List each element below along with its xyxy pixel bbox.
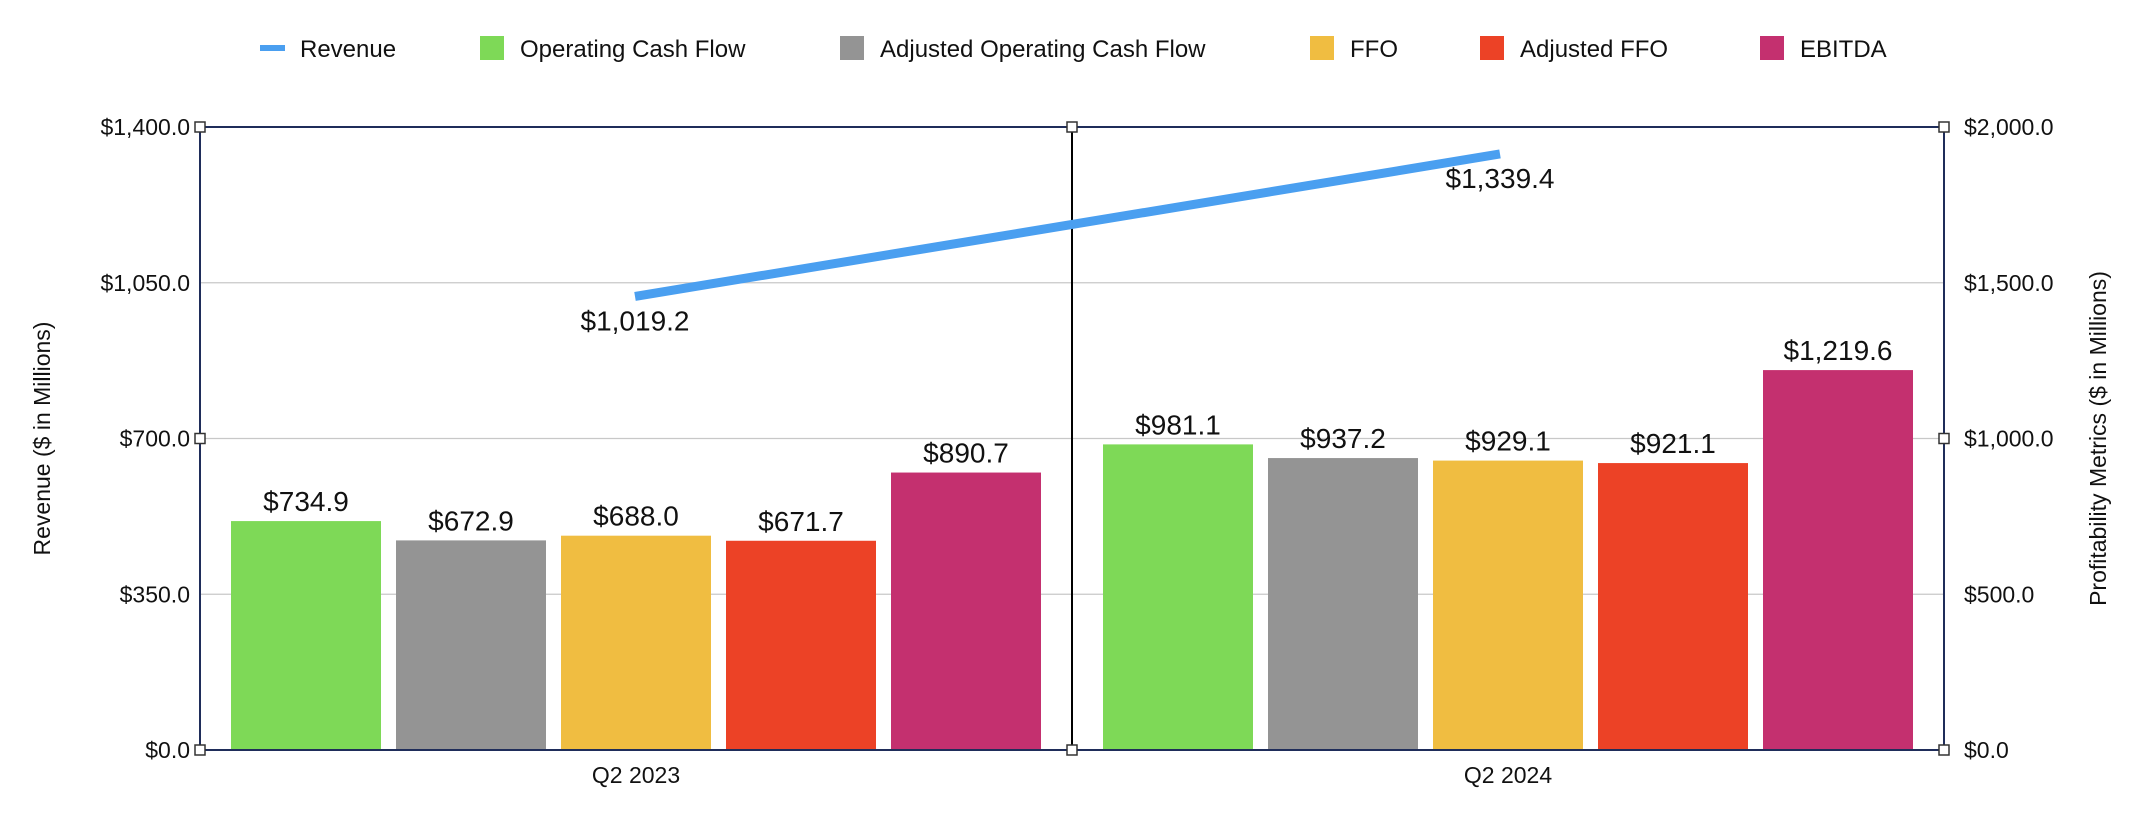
legend-label: EBITDA	[1800, 36, 1887, 63]
selection-handle	[1938, 432, 1950, 445]
bar	[1433, 460, 1583, 750]
bar	[1598, 463, 1748, 750]
revenue-data-label: $1,019.2	[581, 305, 690, 336]
bar-data-label: $688.0	[593, 501, 679, 532]
legend-swatch	[480, 36, 504, 60]
left-axis-tick-label: $1,050.0	[100, 270, 190, 296]
revenue-line	[634, 149, 1501, 301]
legend-swatch	[1480, 36, 1504, 60]
right-axis-tick-label: $2,000.0	[1964, 114, 2054, 140]
bar-data-label: $671.7	[758, 506, 844, 537]
legend-label: Adjusted FFO	[1520, 36, 1668, 63]
category-label: Q2 2023	[592, 762, 680, 788]
legend-swatch	[1760, 36, 1784, 60]
bar-data-label: $929.1	[1465, 426, 1551, 457]
bar-data-label: $890.7	[923, 438, 1009, 469]
right-axis-tick-label: $500.0	[1964, 581, 2034, 607]
selection-handle	[194, 744, 206, 756]
bar-data-label: $1,219.6	[1784, 335, 1893, 366]
selection-handle	[194, 432, 206, 445]
bar	[726, 540, 876, 750]
bar	[1103, 444, 1253, 750]
bar	[396, 540, 546, 750]
category-label: Q2 2024	[1464, 762, 1552, 788]
legend-label: Operating Cash Flow	[520, 36, 746, 63]
bar-data-label: $981.1	[1135, 409, 1221, 440]
left-axis-tick-label: $1,400.0	[100, 114, 190, 140]
selection-handle	[1066, 121, 1078, 133]
bar	[231, 521, 381, 750]
bar-data-label: $734.9	[263, 486, 349, 517]
legend-swatch	[840, 36, 864, 60]
right-axis-tick-label: $1,500.0	[1964, 270, 2054, 296]
left-axis-title: Revenue ($ in Millions)	[29, 322, 55, 556]
selection-handle	[1938, 121, 1950, 133]
bar-data-label: $937.2	[1300, 423, 1386, 454]
bar-data-label: $672.9	[428, 505, 514, 536]
bar	[1268, 458, 1418, 750]
legend-label: Adjusted Operating Cash Flow	[880, 36, 1206, 63]
revenue-data-label: $1,339.4	[1446, 163, 1555, 194]
right-axis-tick-label: $0.0	[1964, 737, 2009, 763]
selection-handle	[1938, 744, 1950, 756]
right-axis-tick-label: $1,000.0	[1964, 426, 2054, 452]
left-axis-tick-label: $350.0	[120, 581, 190, 607]
bar	[561, 535, 711, 750]
bar	[1763, 370, 1913, 750]
bar-data-label: $921.1	[1630, 428, 1716, 459]
legend-label: Revenue	[300, 36, 396, 63]
selection-handle	[1066, 744, 1078, 756]
bar	[891, 472, 1041, 750]
right-axis-title: Profitability Metrics ($ in Millions)	[2085, 271, 2111, 606]
legend-swatch	[1310, 36, 1334, 60]
left-axis-tick-label: $700.0	[120, 426, 190, 452]
legend-label: FFO	[1350, 36, 1398, 63]
selection-handle	[194, 121, 206, 133]
left-axis-tick-label: $0.0	[145, 737, 190, 763]
